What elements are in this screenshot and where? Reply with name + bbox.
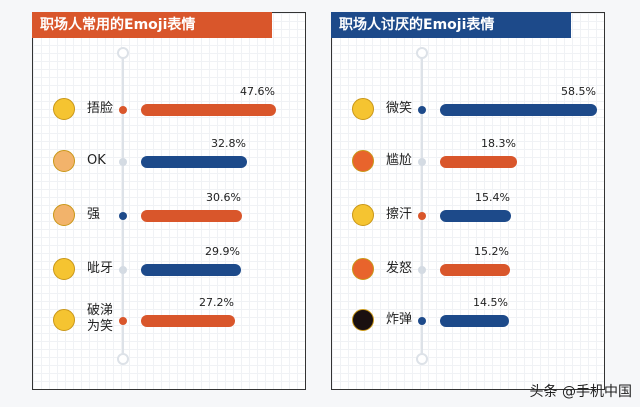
category-label: 炸弹 [386, 312, 413, 327]
axis-dot [119, 106, 127, 114]
bar-row: 捂脸 47.6% [33, 85, 305, 120]
value-label: 27.2% [199, 296, 234, 309]
axis-dot [418, 106, 426, 114]
axis-dot [119, 212, 127, 220]
axis-dot [418, 158, 426, 166]
tears-of-joy-emoji-icon [53, 309, 75, 331]
axis-dot [418, 317, 426, 325]
category-label: 破涕为笑 [87, 303, 114, 334]
bomb-emoji-icon [352, 309, 374, 331]
axis-start-marker [416, 47, 428, 59]
thumbs-up-emoji-icon [53, 204, 75, 226]
axis-line [122, 51, 124, 359]
value-label: 30.6% [206, 191, 241, 204]
watermark: 头条 @手机中国 [529, 384, 632, 400]
bar [440, 210, 511, 222]
category-label: 捂脸 [87, 101, 114, 116]
smile-emoji-icon [352, 98, 374, 120]
axis-dot [119, 317, 127, 325]
bar-row: 擦汗 15.4% [332, 191, 604, 226]
value-label: 15.4% [475, 191, 510, 204]
axis-dot [418, 212, 426, 220]
bar-row: 发怒 15.2% [332, 245, 604, 280]
common-emoji-panel: 职场人常用的Emoji表情 捂脸 47.6% OK 32.8% 强 30.6% 呲牙 29.9… [32, 12, 306, 390]
axis-end-marker [416, 353, 428, 365]
bar-row: 尴尬 18.3% [332, 137, 604, 172]
bar [141, 210, 242, 222]
value-label: 47.6% [240, 85, 275, 98]
angry-emoji-icon [352, 258, 374, 280]
bar [440, 104, 597, 116]
panel-title: 职场人讨厌的Emoji表情 [331, 12, 571, 38]
bar [440, 264, 510, 276]
bar [440, 156, 517, 168]
disliked-emoji-panel: 职场人讨厌的Emoji表情 微笑 58.5% 尴尬 18.3% 擦汗 15.4% 发怒 15.… [331, 12, 605, 390]
bar-row: 呲牙 29.9% [33, 245, 305, 280]
category-label: 尴尬 [386, 153, 413, 168]
sweat-emoji-icon [352, 204, 374, 226]
axis-dot [119, 158, 127, 166]
value-label: 18.3% [481, 137, 516, 150]
bar [141, 156, 247, 168]
category-label: 微笑 [386, 101, 413, 116]
bar-row: 强 30.6% [33, 191, 305, 226]
axis-end-marker [117, 353, 129, 365]
facepalm-emoji-icon [53, 98, 75, 120]
category-label: 呲牙 [87, 261, 114, 276]
value-label: 29.9% [205, 245, 240, 258]
category-label: 强 [87, 207, 101, 222]
axis-start-marker [117, 47, 129, 59]
grin-emoji-icon [53, 258, 75, 280]
bar [141, 104, 276, 116]
ok-hand-emoji-icon [53, 150, 75, 172]
bar-row: 炸弹 14.5% [332, 296, 604, 331]
bar [440, 315, 509, 327]
value-label: 32.8% [211, 137, 246, 150]
category-label: 发怒 [386, 261, 413, 276]
panel-title: 职场人常用的Emoji表情 [32, 12, 272, 38]
value-label: 14.5% [473, 296, 508, 309]
bar-row: OK 32.8% [33, 137, 305, 172]
category-label: OK [87, 153, 106, 168]
axis-dot [418, 266, 426, 274]
value-label: 58.5% [561, 85, 596, 98]
axis-dot [119, 266, 127, 274]
bar-row: 微笑 58.5% [332, 85, 604, 120]
category-label: 擦汗 [386, 207, 413, 222]
awkward-emoji-icon [352, 150, 374, 172]
axis-line [421, 51, 423, 359]
bar-row: 破涕为笑 27.2% [33, 296, 305, 334]
bar [141, 264, 241, 276]
value-label: 15.2% [474, 245, 509, 258]
bar [141, 315, 235, 327]
